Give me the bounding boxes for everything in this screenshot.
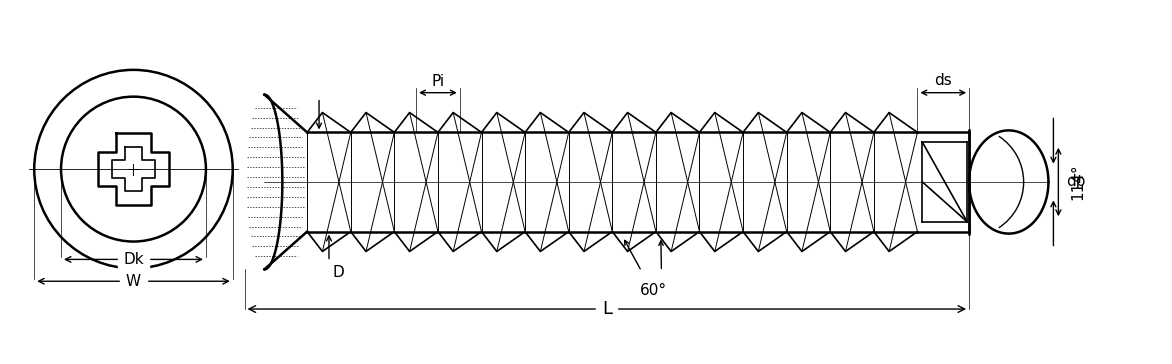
- Text: 114°: 114°: [1070, 164, 1085, 200]
- Text: 60°: 60°: [640, 283, 667, 298]
- Text: W: W: [125, 274, 141, 289]
- Text: Pi: Pi: [431, 74, 444, 89]
- Text: D: D: [333, 265, 345, 280]
- Text: ds: ds: [934, 73, 952, 88]
- Text: Dk: Dk: [123, 252, 144, 267]
- Text: dp: dp: [1067, 174, 1085, 190]
- Text: L: L: [602, 300, 612, 318]
